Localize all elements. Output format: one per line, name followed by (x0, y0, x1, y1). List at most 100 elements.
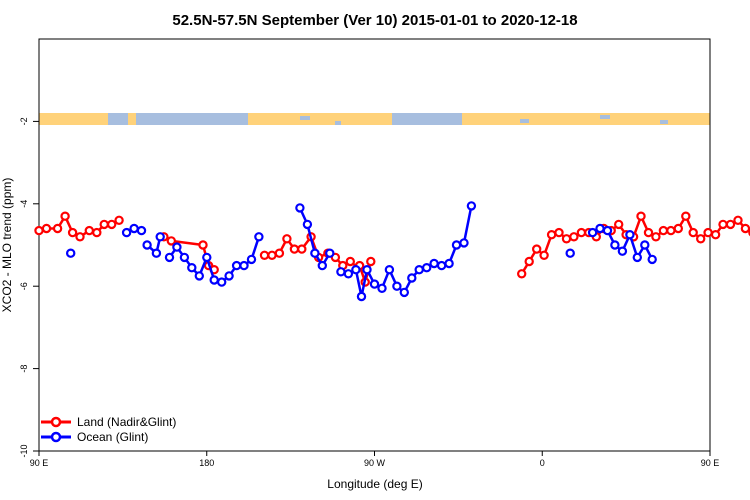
data-point (688, 227, 698, 238)
data-point (377, 283, 387, 293)
data-point (155, 232, 165, 242)
water-patch (300, 116, 310, 120)
data-point (632, 252, 643, 263)
series-layer (34, 201, 750, 302)
series-line (520, 214, 750, 275)
data-point (224, 271, 234, 281)
data-point (681, 211, 691, 221)
data-point (610, 240, 620, 250)
data-point (356, 291, 367, 302)
data-point (41, 223, 52, 234)
data-point (351, 265, 361, 275)
data-point (239, 260, 249, 271)
data-point (614, 219, 624, 230)
data-point (164, 252, 175, 263)
data-point (67, 227, 78, 238)
data-point (34, 225, 44, 236)
data-point (429, 258, 439, 269)
data-point (209, 275, 219, 285)
data-point (725, 219, 736, 230)
data-point (625, 229, 635, 240)
data-point (179, 252, 190, 263)
series-line (340, 205, 473, 298)
data-point (142, 240, 152, 250)
data-point (673, 223, 684, 234)
data-point (422, 263, 432, 273)
data-point (310, 248, 320, 258)
data-point (202, 252, 212, 263)
x-axis-label: Longitude (deg E) (327, 477, 422, 491)
y-tick-label: -8 (19, 365, 29, 373)
data-point (246, 254, 257, 265)
data-point (60, 211, 70, 221)
data-point (539, 250, 549, 260)
data-point (451, 240, 462, 250)
data-point (274, 248, 285, 258)
data-point (466, 201, 477, 211)
data-point (366, 256, 376, 267)
data-point (106, 219, 117, 230)
data-point (532, 244, 542, 254)
data-point (297, 244, 307, 254)
map-strip-land (39, 113, 710, 125)
data-point (436, 260, 447, 271)
data-point (254, 232, 264, 242)
data-point (172, 242, 182, 252)
x-tick-label: 180 (199, 458, 214, 468)
y-tick-label: -6 (19, 282, 29, 290)
map-strip (39, 113, 710, 125)
data-point (407, 273, 417, 283)
legend-ocean-marker (50, 431, 62, 443)
data-point (595, 223, 605, 234)
water-patch (600, 115, 610, 119)
data-point (75, 232, 85, 242)
data-point (362, 265, 372, 275)
data-point (216, 277, 227, 287)
y-tick-label: -4 (19, 200, 29, 208)
data-point (187, 263, 197, 273)
data-point (658, 225, 669, 236)
x-tick-label: 90 E (701, 458, 720, 468)
x-axis: 90 E 180 90 W 0 90 E (30, 451, 720, 468)
data-point (617, 246, 628, 256)
data-point (384, 265, 395, 275)
x-tick-label: 90 E (30, 458, 49, 468)
data-point (267, 250, 277, 260)
water-patch (335, 121, 341, 125)
water-patch (150, 118, 162, 122)
data-point (92, 227, 102, 238)
y-axis: -2 -4 -6 -8 -10 (19, 117, 39, 458)
data-point (636, 211, 646, 221)
data-point (647, 254, 657, 265)
data-point (231, 260, 242, 271)
plot-frame (38, 38, 711, 452)
data-point (524, 256, 534, 267)
data-point (302, 219, 313, 230)
data-point (587, 227, 598, 238)
data-point (295, 203, 305, 213)
data-point (740, 223, 750, 234)
data-point (459, 238, 469, 248)
data-point (343, 269, 354, 279)
data-point (65, 248, 76, 258)
data-point (569, 232, 579, 242)
data-point (136, 225, 147, 236)
data-point (640, 240, 650, 250)
data-point (282, 234, 292, 244)
data-point (703, 227, 713, 238)
chart-title: 52.5N-57.5N September (Ver 10) 2015-01-0… (172, 12, 577, 29)
data-point (114, 215, 124, 225)
data-point (325, 248, 335, 258)
data-point (554, 227, 564, 238)
data-point (710, 229, 721, 240)
y-tick-label: -10 (19, 444, 29, 457)
land-patch (128, 113, 136, 125)
water-patch (200, 120, 208, 124)
data-point (345, 256, 355, 267)
data-point (666, 225, 676, 236)
data-point (289, 244, 300, 254)
land-patch (248, 113, 392, 125)
data-point (369, 279, 380, 289)
land-patch (462, 113, 710, 125)
data-point (602, 225, 613, 236)
